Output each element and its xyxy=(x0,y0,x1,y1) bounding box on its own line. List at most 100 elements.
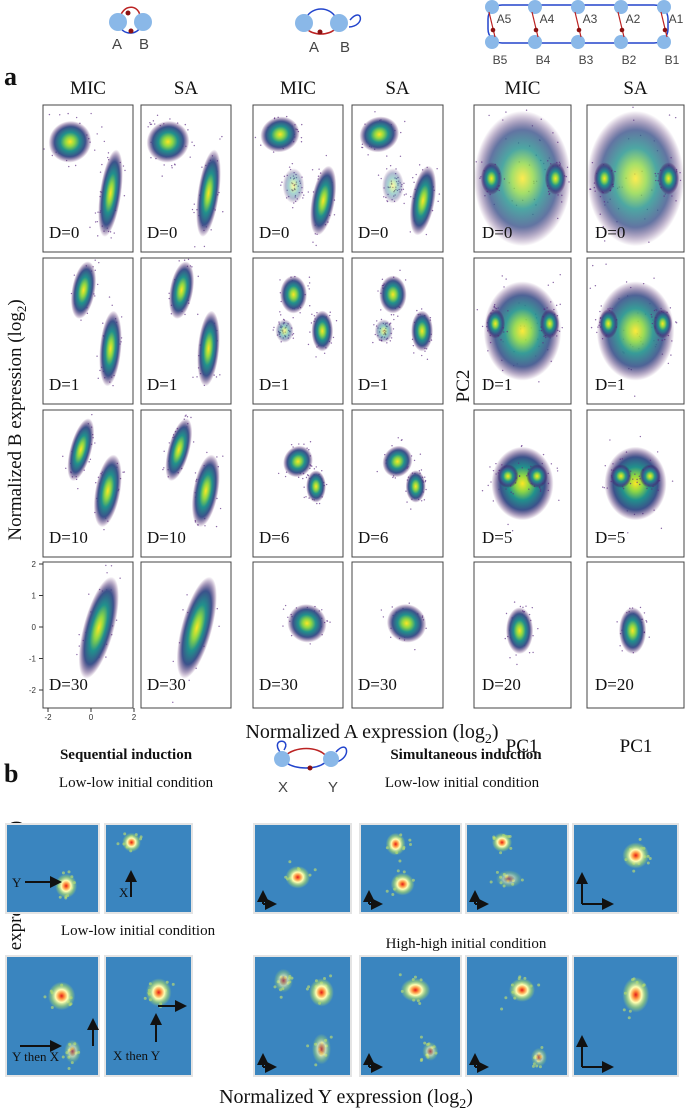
dot xyxy=(222,455,224,457)
dot xyxy=(386,342,388,344)
dot xyxy=(218,625,220,628)
dot xyxy=(601,338,604,340)
dot xyxy=(184,415,186,417)
distance-label: D=0 xyxy=(358,223,388,242)
dot xyxy=(156,114,159,117)
dot xyxy=(108,296,111,298)
dot xyxy=(173,163,176,165)
dot xyxy=(559,273,561,276)
heat-blob xyxy=(55,873,78,899)
distance-label: D=0 xyxy=(147,223,177,242)
density-blob xyxy=(382,168,404,204)
density xyxy=(162,414,224,528)
dot xyxy=(185,414,187,416)
speck xyxy=(143,996,147,1000)
density-blob xyxy=(176,576,217,679)
dot xyxy=(191,208,194,211)
dot xyxy=(94,442,96,444)
dot xyxy=(547,254,548,255)
dot xyxy=(279,279,281,281)
self-toggle-diagram: A B xyxy=(295,8,362,56)
dot xyxy=(481,489,484,492)
dot xyxy=(590,188,592,190)
dot xyxy=(260,144,262,146)
dot xyxy=(377,174,380,176)
dot xyxy=(556,335,558,337)
dot xyxy=(203,245,206,248)
node xyxy=(571,0,585,14)
dot xyxy=(150,157,152,159)
dot xyxy=(65,467,67,470)
dot xyxy=(661,339,663,342)
dot xyxy=(425,488,427,491)
dot xyxy=(389,165,392,167)
dot xyxy=(399,155,402,157)
density-plot: D=0 xyxy=(351,104,444,253)
dot xyxy=(577,145,578,146)
dot xyxy=(162,468,164,471)
node-label: B1 xyxy=(665,53,680,67)
dot xyxy=(154,123,156,125)
label-part: Normalized Y expression (log xyxy=(219,1086,459,1108)
dot xyxy=(372,341,374,344)
density-plot: D=30 xyxy=(252,561,344,709)
dot xyxy=(390,636,392,638)
density-blob xyxy=(197,310,220,387)
node-label: Y xyxy=(328,779,338,796)
dot xyxy=(172,701,174,704)
distance-label: D=5 xyxy=(482,528,512,547)
dot xyxy=(272,329,274,331)
dot xyxy=(94,212,97,214)
dot xyxy=(361,146,363,149)
speck xyxy=(396,869,400,873)
density xyxy=(359,111,441,236)
speck xyxy=(305,987,309,991)
dot xyxy=(408,602,410,604)
density-blob xyxy=(260,116,300,153)
dot xyxy=(603,201,606,203)
distance-label: D=30 xyxy=(147,675,186,694)
node xyxy=(485,0,499,14)
density-plot: D=5 xyxy=(586,409,685,558)
dot xyxy=(543,335,545,338)
dot xyxy=(546,307,548,309)
dot xyxy=(99,171,102,173)
dot xyxy=(679,171,681,174)
dot xyxy=(574,181,575,182)
dot xyxy=(393,318,395,321)
dot xyxy=(643,612,646,614)
dot xyxy=(216,456,218,458)
distance-label: D=20 xyxy=(482,675,521,694)
dot xyxy=(178,260,180,262)
density-plot: D=1 xyxy=(252,257,344,405)
distance-label: D=10 xyxy=(147,528,186,547)
density-blob xyxy=(280,275,307,314)
dot xyxy=(120,316,123,318)
dot xyxy=(583,161,584,162)
dot xyxy=(487,484,489,487)
dot xyxy=(400,131,402,134)
dot xyxy=(547,284,550,286)
speck xyxy=(402,870,406,874)
speck xyxy=(419,1058,423,1062)
column-header: SA xyxy=(623,78,648,99)
label-part: 2 xyxy=(14,306,29,313)
plot-bg xyxy=(106,825,191,912)
plot-bg xyxy=(7,957,98,1075)
label-part: Normalized A expression (log xyxy=(245,721,484,743)
dot xyxy=(323,352,326,355)
density xyxy=(372,269,433,361)
heat-blob xyxy=(622,977,650,1013)
dot xyxy=(670,354,672,356)
dot xyxy=(222,211,224,213)
dot xyxy=(394,477,397,479)
node-label: B3 xyxy=(579,53,594,67)
heat-blob xyxy=(390,872,415,896)
node xyxy=(485,35,499,49)
dot xyxy=(412,344,415,347)
dot xyxy=(629,482,632,485)
dot xyxy=(555,304,558,307)
density-blob xyxy=(474,110,571,247)
dot xyxy=(318,168,320,170)
dot xyxy=(602,486,604,488)
